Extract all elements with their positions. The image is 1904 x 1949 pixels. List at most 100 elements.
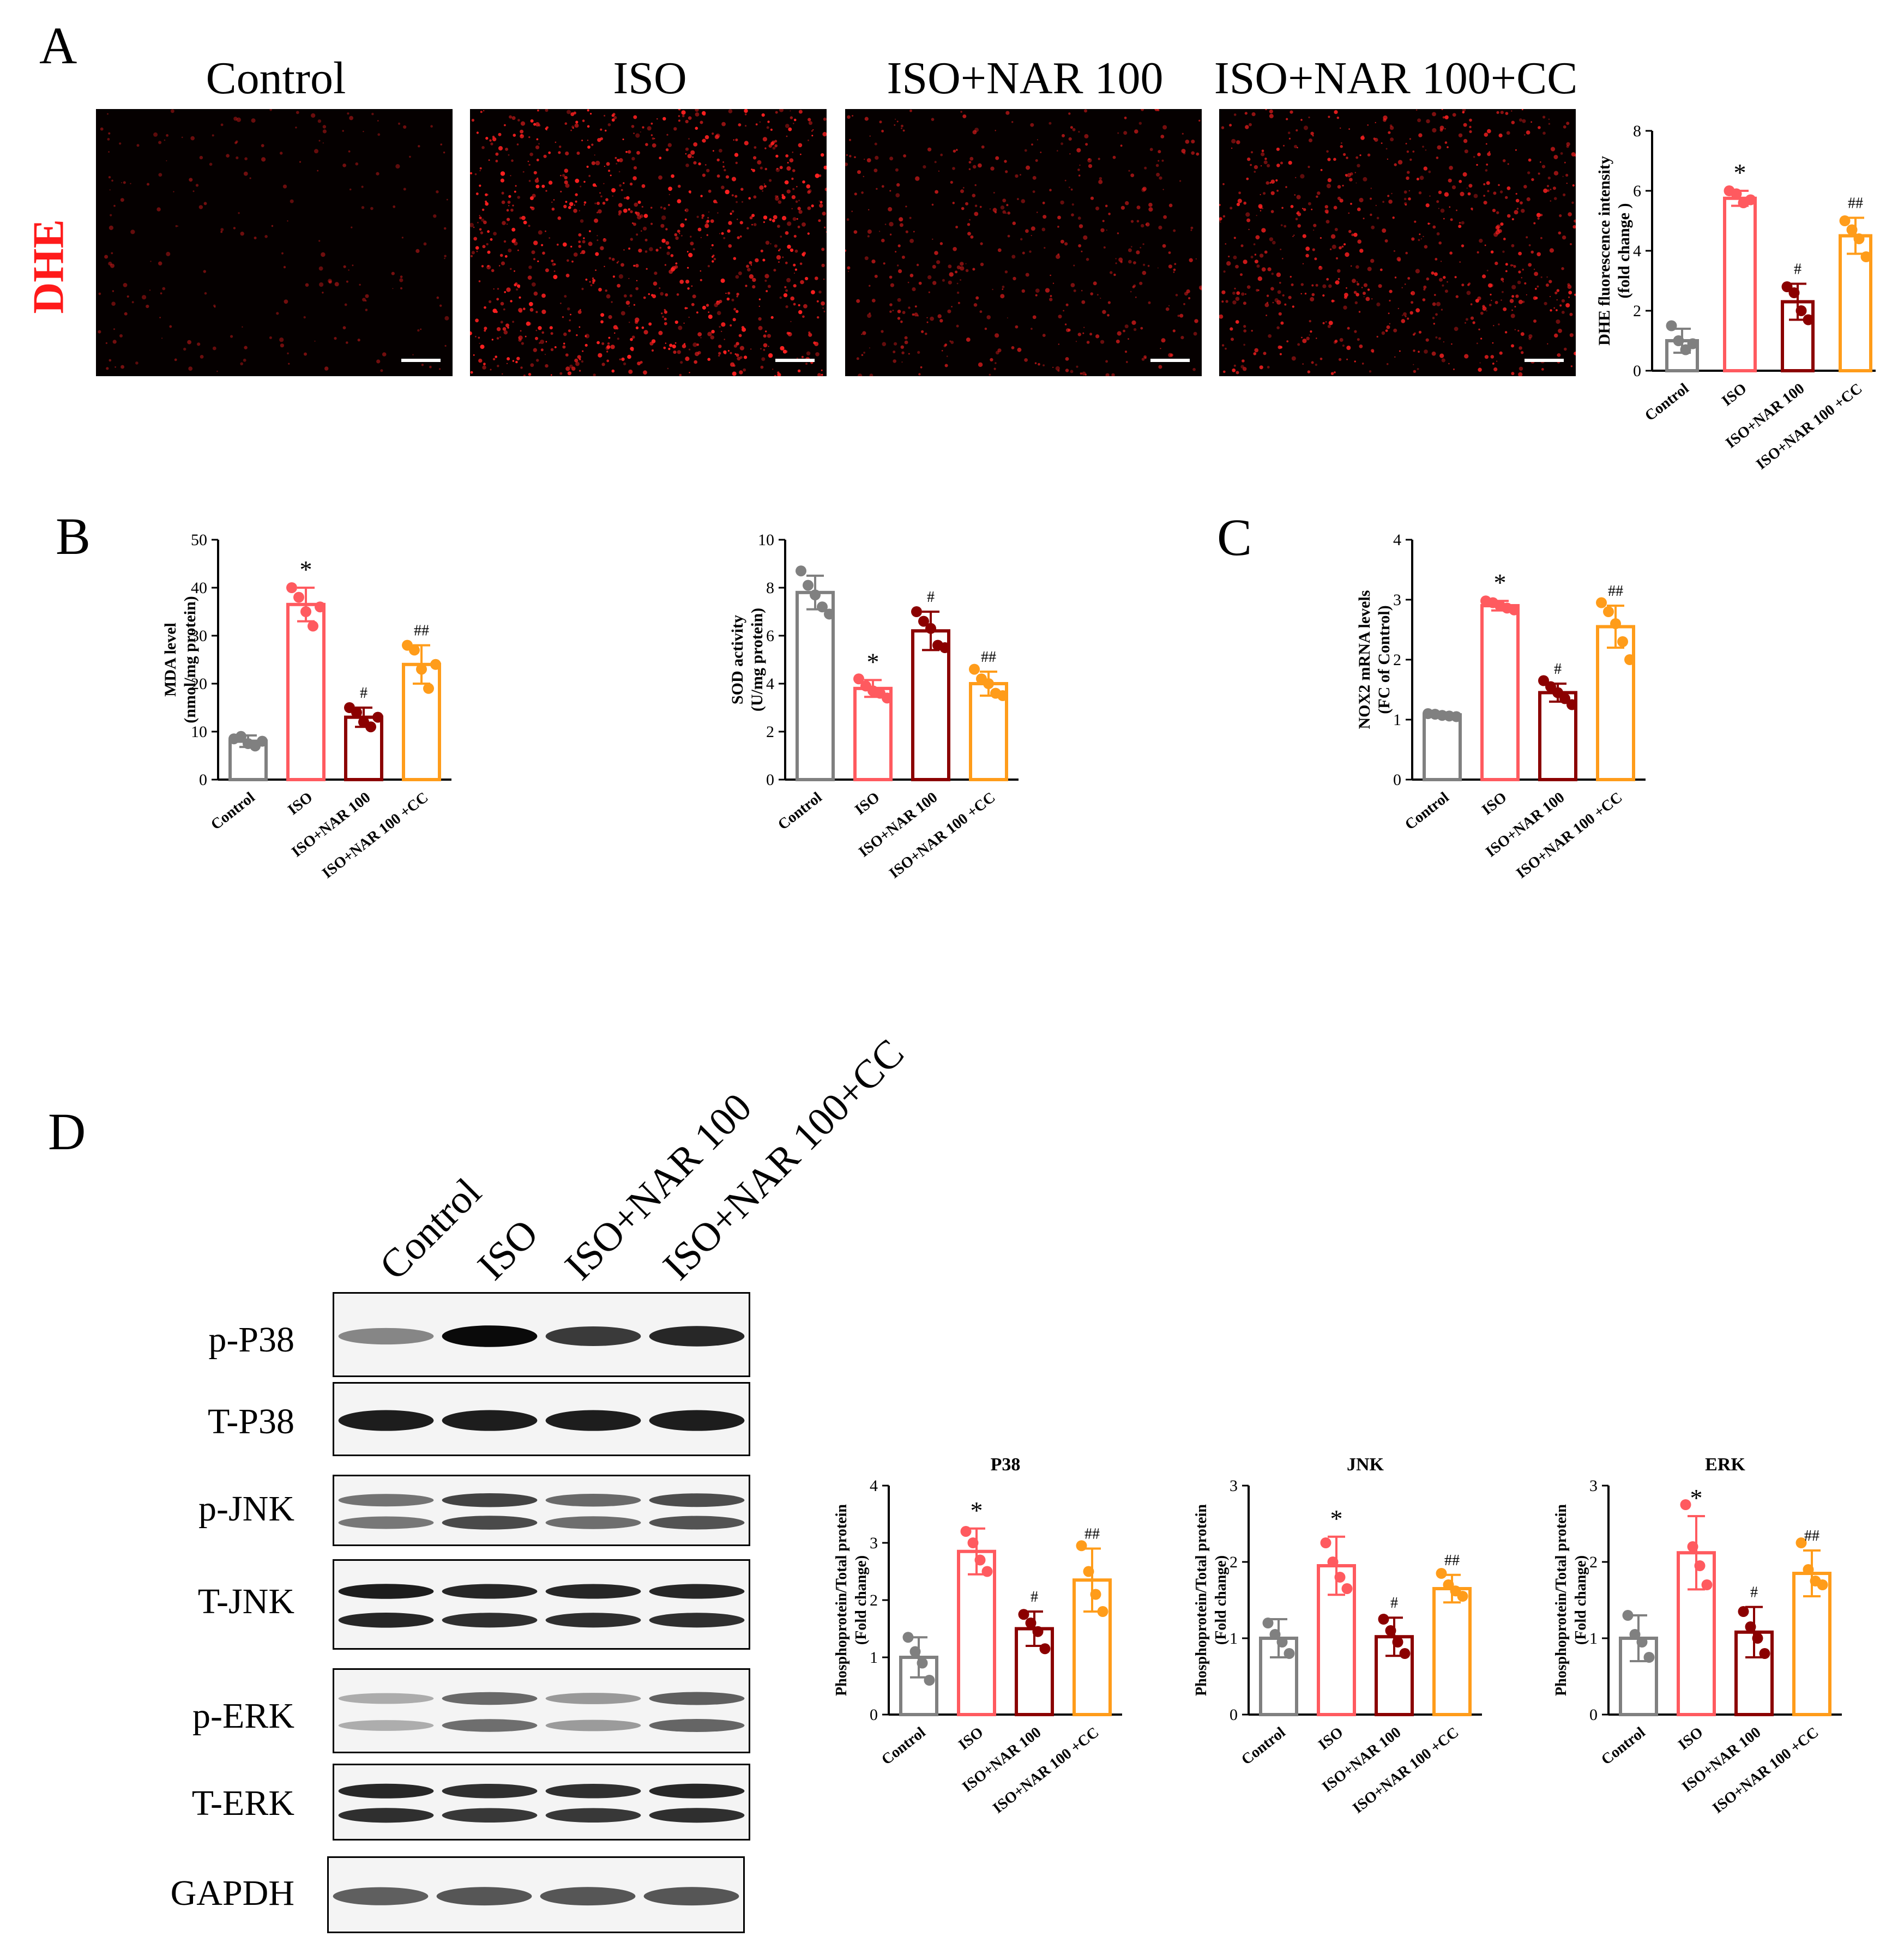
y-tick-label: 0 <box>1230 1706 1238 1724</box>
blot-p-jnk <box>333 1475 750 1546</box>
data-point <box>1399 1648 1411 1659</box>
band <box>545 1783 641 1799</box>
category-label: ISO+NAR 100 +CC <box>319 789 431 882</box>
data-point <box>853 673 864 685</box>
category-label: Control <box>1642 380 1692 425</box>
band <box>545 1719 641 1731</box>
band <box>338 1328 434 1345</box>
category-label: ISO+NAR 100 +CC <box>1349 1724 1462 1817</box>
data-point <box>1436 1568 1447 1579</box>
micrograph-title-iso: ISO <box>613 53 687 104</box>
data-point <box>909 1646 921 1657</box>
band <box>545 1494 641 1507</box>
band <box>442 1584 538 1599</box>
y-axis-label: (fold change ) <box>1615 203 1633 299</box>
data-point <box>1817 1579 1828 1590</box>
y-tick-label: 0 <box>766 771 774 789</box>
data-point <box>1759 1648 1770 1659</box>
y-axis-label: MDA level <box>161 623 179 697</box>
y-tick-label: 3 <box>1589 1477 1598 1495</box>
chart-nox2: 0 1 2 3 4 NOX2 mRNA levels (FC of Control) Cont… <box>1330 523 1668 940</box>
data-point <box>1032 1626 1044 1637</box>
chart-dhe: 0 2 4 6 8 DHE fluorescence intensity (fold cha… <box>1570 109 1885 548</box>
data-point <box>1269 1629 1281 1640</box>
data-point <box>917 1657 928 1669</box>
data-point <box>1276 1637 1288 1648</box>
data-point <box>423 683 434 694</box>
band <box>545 1613 641 1628</box>
data-point <box>1025 1618 1037 1628</box>
data-point <box>882 692 893 704</box>
bar <box>1723 196 1757 372</box>
category-label: ISO+NAR 100 +CC <box>990 1724 1102 1817</box>
chart-sod: 0 2 4 6 8 10 SOD activity (U/mg protein) Control… <box>703 523 1041 940</box>
y-axis-label: DHE fluorescence intensity <box>1595 156 1613 346</box>
data-point <box>967 1537 979 1548</box>
bar <box>911 629 950 781</box>
y-axis-label: Phosphoprotein/Total protein <box>1193 1504 1210 1696</box>
bar <box>796 590 835 782</box>
stain-speckles <box>470 109 827 376</box>
significance-marker: # <box>1794 261 1801 278</box>
data-point <box>1687 338 1698 349</box>
significance-marker: # <box>1554 661 1562 678</box>
data-point <box>1731 188 1742 200</box>
chart-title: JNK <box>1347 1455 1384 1475</box>
y-tick-label: 2 <box>1589 1553 1598 1571</box>
y-tick-label: 2 <box>1230 1553 1238 1571</box>
data-point <box>1795 1537 1807 1548</box>
band <box>442 1516 538 1530</box>
data-point <box>1803 314 1814 325</box>
data-point <box>1596 597 1607 608</box>
category-label: Control <box>1402 789 1452 834</box>
significance-marker: # <box>360 685 367 702</box>
y-tick-label: 0 <box>199 771 207 789</box>
blot-t-erk <box>333 1764 750 1841</box>
stain-speckles <box>845 109 1202 376</box>
lane-label-control: Control <box>371 1169 490 1289</box>
band <box>442 1692 538 1705</box>
chart-p38: P38 0 1 2 3 4 Phosphoprotein/Total protein (Fol… <box>802 1439 1129 1851</box>
data-point <box>1443 1579 1454 1590</box>
scale-bar <box>401 359 441 362</box>
data-point <box>236 731 246 742</box>
data-point <box>315 601 326 613</box>
category-label: Control <box>1598 1724 1648 1769</box>
data-point <box>1752 1633 1763 1644</box>
data-point <box>1076 1540 1087 1552</box>
data-point <box>1320 1537 1331 1548</box>
significance-marker: # <box>927 589 935 606</box>
band <box>649 1410 745 1431</box>
y-tick-label: 4 <box>766 675 774 693</box>
significance-marker: ## <box>1608 583 1623 600</box>
significance-marker: ## <box>1804 1528 1819 1544</box>
category-label: ISO <box>955 1724 986 1753</box>
blot-p-p38 <box>333 1292 750 1377</box>
data-point <box>1284 1648 1295 1659</box>
chart-jnk: JNK 0 1 2 3 Phosphoprotein/Total protein (Fold… <box>1161 1439 1489 1851</box>
chart-mda: 0 10 20 30 40 50 MDA level (nmol/mg protein) Con… <box>136 523 474 940</box>
y-tick-label: 40 <box>191 579 207 597</box>
band <box>442 1808 538 1823</box>
significance-marker: * <box>1330 1505 1343 1532</box>
data-point <box>1097 1606 1108 1617</box>
blot-t-jnk <box>333 1559 750 1650</box>
band <box>545 1693 641 1704</box>
band <box>649 1808 745 1823</box>
band <box>338 1494 434 1507</box>
data-point <box>997 690 1008 701</box>
data-point <box>1673 335 1684 346</box>
y-tick-label: 1 <box>1230 1630 1238 1648</box>
y-tick-label: 0 <box>1589 1706 1598 1724</box>
data-point <box>1666 320 1677 331</box>
data-point <box>1617 636 1628 647</box>
band <box>649 1783 745 1799</box>
y-tick-label: 1 <box>1589 1630 1598 1648</box>
significance-marker: ## <box>414 623 429 639</box>
band <box>338 1693 434 1704</box>
significance-marker: # <box>1031 1589 1038 1606</box>
data-point <box>824 608 835 620</box>
data-point <box>1018 1609 1029 1620</box>
band <box>649 1692 745 1705</box>
significance-marker: ## <box>1084 1526 1100 1543</box>
